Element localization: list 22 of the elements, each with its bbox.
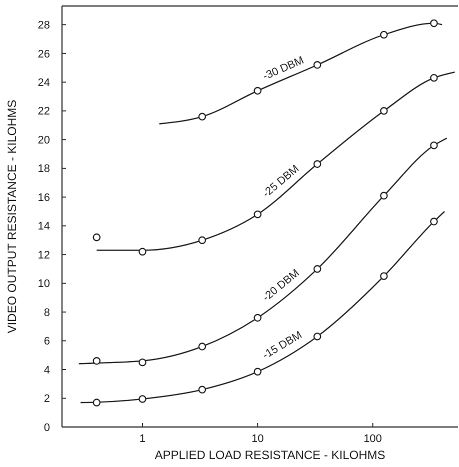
text: -15 DBM <box>260 329 304 362</box>
y-tick-label: 28 <box>38 20 50 32</box>
y-tick-label: 16 <box>38 192 50 204</box>
y-tick-label: 20 <box>38 134 50 146</box>
y-tick-label: 18 <box>38 163 50 176</box>
x-tick-label: 100 <box>364 433 382 445</box>
y-tick-label: 10 <box>38 278 50 290</box>
y-tick-label: 12 <box>38 249 50 262</box>
y-axis-title: VIDEO OUTPUT RESISTANCE - KILOHMS <box>5 100 19 334</box>
y-tick-label: 26 <box>38 48 50 60</box>
text: -30 DBM <box>261 54 306 83</box>
y-tick-label: 24 <box>38 77 50 90</box>
x-axis-title: APPLIED LOAD RESISTANCE - KILOHMS <box>154 448 386 462</box>
y-tick-label: 0 <box>44 422 50 434</box>
y-tick-label: 6 <box>44 336 50 348</box>
y-tick-label: 2 <box>44 393 50 406</box>
y-tick-label: 22 <box>38 106 50 118</box>
x-tick-label: 10 <box>251 433 264 445</box>
y-tick-label: 14 <box>38 220 50 233</box>
y-tick-label: 4 <box>44 364 50 376</box>
y-tick-label: 8 <box>44 306 50 319</box>
x-tick-label: 1 <box>139 433 146 445</box>
